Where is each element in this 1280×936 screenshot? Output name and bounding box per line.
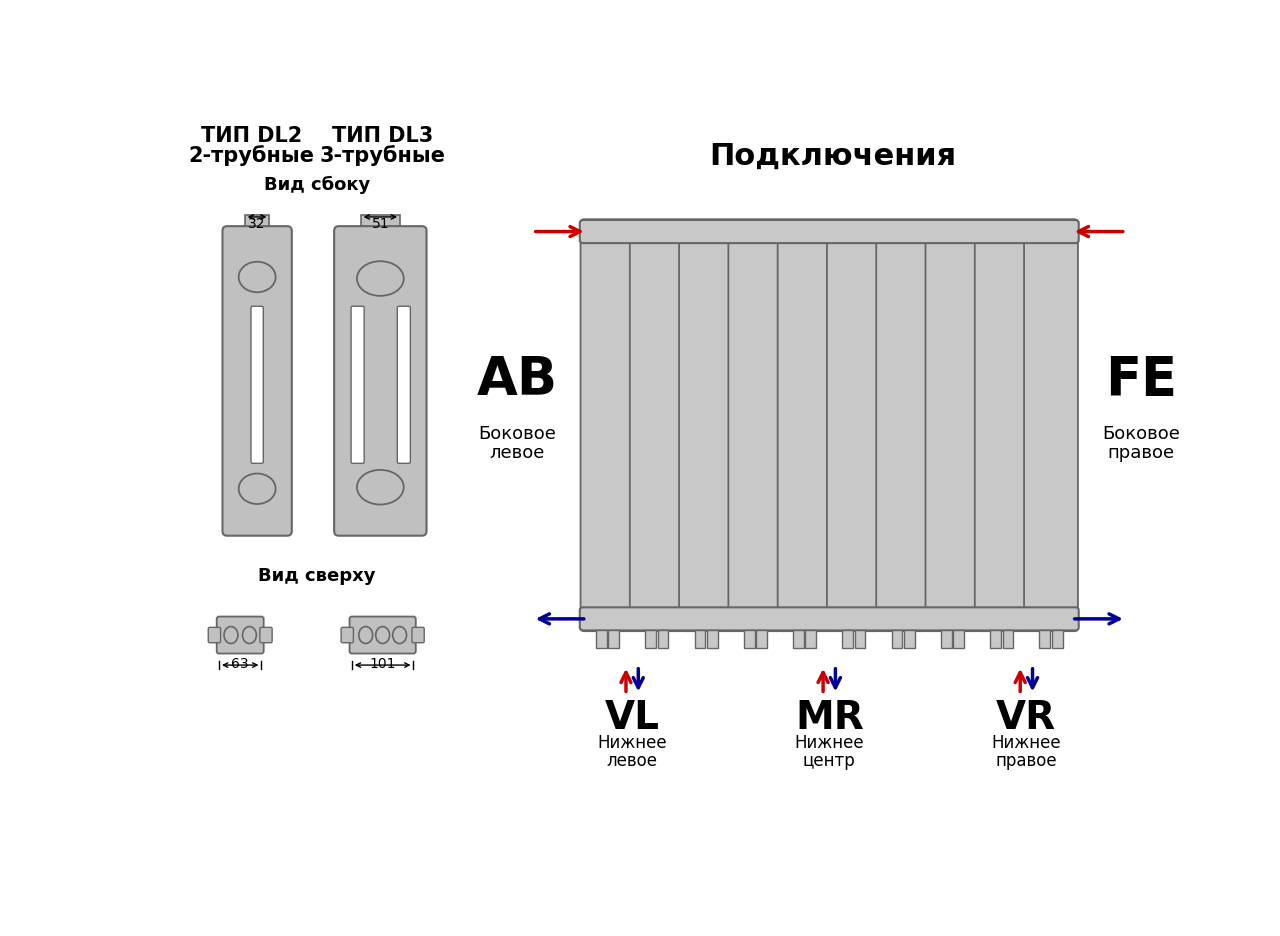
Text: Вид сбоку: Вид сбоку [264,175,370,194]
FancyBboxPatch shape [412,628,424,643]
FancyBboxPatch shape [251,307,264,464]
Text: левое: левое [607,751,658,769]
FancyBboxPatch shape [630,220,684,632]
Bar [794,630,804,649]
Text: 101: 101 [370,656,396,670]
Bar [756,630,767,649]
Bar [744,630,755,649]
Text: MR: MR [795,698,864,737]
FancyBboxPatch shape [334,227,426,536]
Text: 32: 32 [248,217,266,231]
FancyBboxPatch shape [975,220,1029,632]
Bar [892,630,902,649]
FancyBboxPatch shape [223,227,292,536]
Ellipse shape [357,471,403,505]
FancyBboxPatch shape [216,617,264,654]
Ellipse shape [376,627,389,644]
FancyBboxPatch shape [260,628,273,643]
Text: ТИП DL2: ТИП DL2 [201,126,302,146]
FancyBboxPatch shape [680,220,733,632]
Text: Подключения: Подключения [709,141,956,170]
FancyBboxPatch shape [340,628,353,643]
Ellipse shape [357,262,403,297]
Bar [695,630,705,649]
Ellipse shape [238,262,275,293]
Bar [1052,630,1062,649]
FancyBboxPatch shape [827,220,881,632]
Text: 2-трубные: 2-трубные [188,145,315,166]
Text: ТИП DL3: ТИП DL3 [332,126,433,146]
Text: FE: FE [1105,354,1178,405]
FancyBboxPatch shape [397,307,411,464]
Text: Нижнее: Нижнее [992,733,1061,752]
FancyBboxPatch shape [351,307,365,464]
Text: Боковое: Боковое [1102,424,1180,443]
Bar [596,630,607,649]
Text: левое: левое [490,444,545,461]
Bar [658,630,668,649]
Bar [855,630,865,649]
Bar [991,630,1001,649]
Text: Боковое: Боковое [479,424,557,443]
Bar [1039,630,1050,649]
Bar [361,216,399,230]
FancyBboxPatch shape [349,617,416,654]
Ellipse shape [358,627,372,644]
FancyBboxPatch shape [925,220,979,632]
Bar [645,630,657,649]
FancyBboxPatch shape [778,220,832,632]
FancyBboxPatch shape [581,220,635,632]
Bar [707,630,718,649]
Ellipse shape [393,627,407,644]
Bar [244,216,270,230]
FancyBboxPatch shape [728,220,782,632]
FancyBboxPatch shape [580,607,1079,631]
Bar [842,630,854,649]
Bar [941,630,952,649]
FancyBboxPatch shape [877,220,931,632]
Text: 51: 51 [371,217,389,231]
Ellipse shape [242,627,256,644]
Text: Нижнее: Нижнее [795,733,864,752]
Text: АВ: АВ [477,354,558,405]
Text: VR: VR [996,698,1056,737]
Ellipse shape [238,474,275,505]
Ellipse shape [224,627,238,644]
Text: правое: правое [996,751,1057,769]
Bar [954,630,964,649]
Text: Нижнее: Нижнее [598,733,667,752]
FancyBboxPatch shape [209,628,220,643]
Text: правое: правое [1107,444,1175,461]
FancyBboxPatch shape [580,221,1079,244]
FancyBboxPatch shape [1024,220,1078,632]
Bar [608,630,620,649]
Text: центр: центр [803,751,855,769]
Text: VL: VL [604,698,659,737]
Bar [805,630,817,649]
Bar [1002,630,1014,649]
Text: 3-трубные: 3-трубные [320,145,445,166]
Text: Вид сверху: Вид сверху [259,566,376,584]
Bar [904,630,915,649]
Text: 63: 63 [232,656,250,670]
